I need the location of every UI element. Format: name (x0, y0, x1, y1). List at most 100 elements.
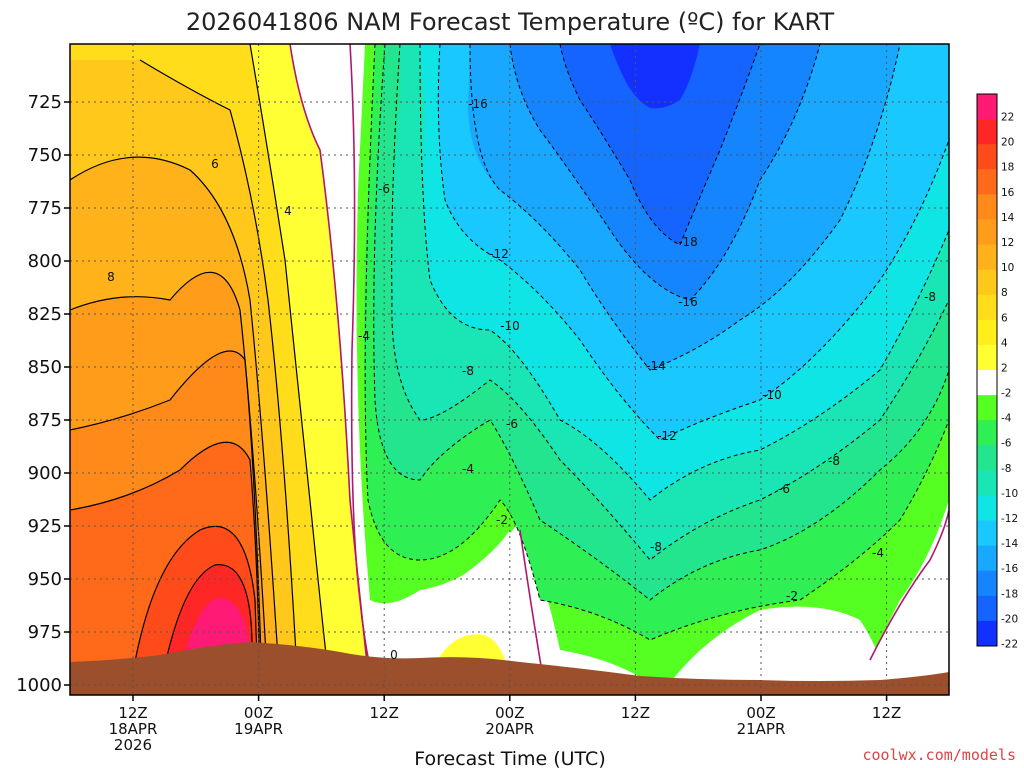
contour-label: -2 (786, 589, 798, 603)
colorbar-label: -16 (1001, 563, 1018, 575)
colorbar-swatch (977, 344, 997, 371)
colorbar-label: 18 (1001, 162, 1014, 174)
contour-label: -8 (828, 454, 840, 468)
colorbar-label: -4 (1001, 413, 1012, 425)
x-tick-label: 12Z (370, 704, 399, 722)
colorbar-label: 8 (1001, 287, 1008, 299)
colorbar-frame (976, 93, 998, 647)
x-tick-label: 18APR (109, 720, 158, 738)
colorbar-swatch (977, 495, 997, 522)
contour-label: 6 (211, 157, 219, 171)
colorbar-swatch (977, 520, 997, 547)
colorbar-label: -10 (1001, 488, 1018, 500)
contour-label: -8 (650, 540, 662, 554)
x-tick-label: 12Z (118, 704, 147, 722)
x-tick-label: 00Z (746, 704, 775, 722)
region-near-zero-b (665, 606, 890, 690)
cold-contours (364, 44, 949, 641)
colorbar-swatch (977, 595, 997, 622)
contour-label: -6 (378, 182, 390, 196)
contour-label: -6 (506, 417, 518, 431)
y-tick-label: 750 (28, 145, 62, 166)
colorbar-label: -20 (1001, 613, 1018, 625)
grid-lines (70, 44, 949, 695)
colorbar-label: 4 (1001, 337, 1008, 349)
contour-label: 0 (390, 648, 398, 662)
region-near-zero-a (380, 530, 545, 690)
x-tick-label: 00Z (495, 704, 524, 722)
contour-label: -4 (872, 546, 884, 560)
colorbar-label: -6 (1001, 438, 1012, 450)
colorbar-swatch (977, 169, 997, 195)
y-tick-label: 850 (28, 357, 62, 378)
contour-label: -10 (762, 388, 782, 402)
y-tick-label: 925 (28, 516, 62, 537)
contour-label: -12 (657, 429, 677, 443)
contour-label: -10 (500, 319, 520, 333)
region-cold-20 (610, 44, 700, 109)
colorbar-swatch (977, 144, 997, 170)
y-tick-label: 1000 (16, 675, 62, 696)
contour-label: -16 (678, 295, 698, 309)
colorbar-label: 6 (1001, 312, 1008, 324)
colorbar-label: 2 (1001, 362, 1008, 374)
colorbar-label: -14 (1001, 538, 1018, 550)
colorbar-swatch (977, 395, 997, 421)
x-tick-label: 00Z (244, 704, 273, 722)
colorbar-swatch (977, 370, 997, 396)
freezing-lines (289, 44, 949, 691)
y-tick-label: 800 (28, 251, 62, 272)
colorbar-label: -22 (1001, 638, 1018, 650)
region-cold-18 (560, 44, 760, 245)
colorbar-label: 14 (1001, 212, 1015, 224)
y-tick-label: 775 (28, 198, 62, 219)
contour-label: -2 (496, 513, 508, 527)
y-tick-label: 875 (28, 410, 62, 431)
colorbar-label: 22 (1001, 112, 1014, 124)
colorbar-label: -8 (1001, 463, 1011, 475)
contour-label: 4 (284, 204, 292, 218)
contour-label: -18 (678, 235, 698, 249)
contour-label: -14 (646, 359, 666, 373)
x-tick-label: 19APR (234, 720, 283, 738)
colorbar-label: 20 (1001, 137, 1014, 149)
colorbar-swatch (977, 545, 997, 572)
contour-label: -4 (358, 329, 370, 343)
y-tick-label: 900 (28, 463, 62, 484)
x-tick-label: 2026 (114, 736, 152, 754)
colorbar-label: -18 (1001, 588, 1018, 600)
y-tick-label: 975 (28, 622, 62, 643)
colorbar-swatch (977, 620, 997, 647)
colorbar-swatch (977, 420, 997, 446)
colorbar-label: 12 (1001, 237, 1014, 249)
x-tick-label: 21APR (737, 720, 786, 738)
colorbar-label: 10 (1001, 262, 1014, 274)
colorbar-swatch (977, 445, 997, 471)
x-tick-label: 20APR (485, 720, 534, 738)
y-tick-label: 950 (28, 569, 62, 590)
colorbar-swatch (977, 194, 997, 220)
colorbar-label: -12 (1001, 513, 1018, 525)
colorbar-label: -2 (1001, 388, 1011, 400)
contour-label: -8 (462, 364, 474, 378)
y-axis: 725 750 775 800 825 850 875 900 925 950 975 1000 (16, 92, 70, 696)
y-tick-label: 825 (28, 304, 62, 325)
contour-label: -16 (468, 97, 488, 111)
colorbar-swatch (977, 244, 997, 271)
x-tick-label: 12Z (872, 704, 901, 722)
colorbar-swatch (977, 269, 997, 296)
colorbar-swatch (977, 119, 997, 145)
colorbar-swatch (977, 219, 997, 246)
contour-label: -8 (924, 290, 936, 304)
contour-label: -6 (778, 482, 790, 496)
colorbar-label: 16 (1001, 187, 1015, 199)
warm-contours (70, 44, 331, 691)
y-tick-label: 725 (28, 92, 62, 113)
x-tick-label: 12Z (621, 704, 650, 722)
contour-label: 8 (107, 270, 115, 284)
contour-label: -12 (489, 247, 509, 261)
contour-labels: -16 -6 6 4 8 -12 -18 -16 -8 -10 -4 -14 -8 -10 -12 -6 -8 -… (107, 97, 936, 662)
chart-title: 2026041806 NAM Forecast Temperature (ºC)… (186, 8, 835, 36)
